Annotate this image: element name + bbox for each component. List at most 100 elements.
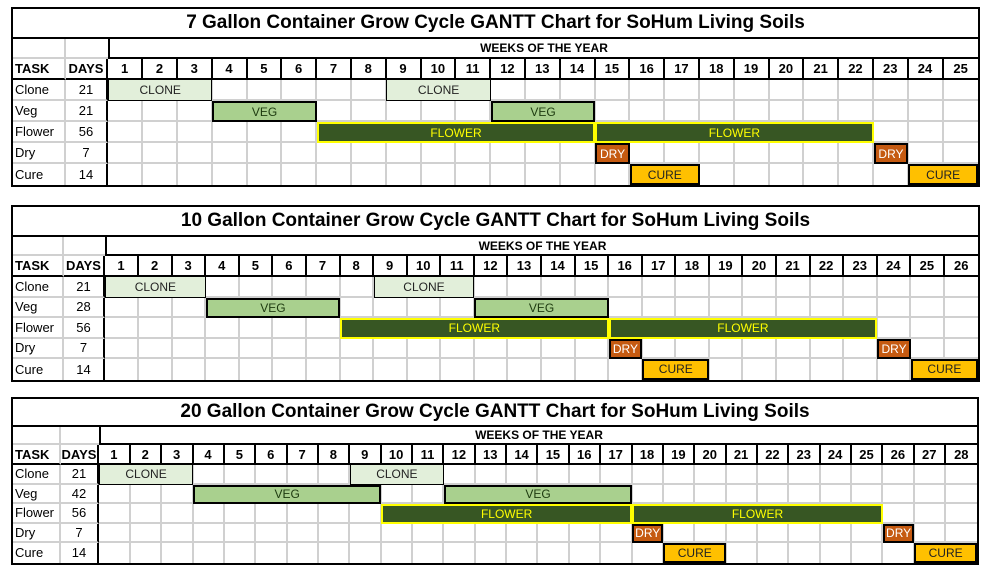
week-cell (910, 338, 945, 359)
week-cell (852, 543, 884, 563)
week-header-4: 4 (193, 445, 225, 465)
weeks-band-row: WEEKS OF THE YEAR (13, 237, 978, 256)
task-name: Clone (13, 465, 61, 485)
days-header: DAYS (61, 445, 99, 465)
week-cell (108, 101, 144, 122)
week-cell (316, 80, 353, 101)
week-cell (525, 80, 561, 101)
chart-title: 10 Gallon Container Grow Cycle GANTT Cha… (13, 207, 978, 237)
task-row-cure: Cure 14 CURE CURE (13, 164, 978, 185)
week-cell (205, 338, 240, 359)
week-cell (407, 297, 442, 318)
week-cell (839, 164, 875, 185)
week-cell (247, 143, 283, 164)
week-header-22: 22 (810, 256, 845, 277)
week-cell (255, 465, 288, 485)
week-cell (945, 485, 978, 504)
week-cell (351, 80, 387, 101)
week-cell (239, 338, 274, 359)
task-days: 21 (61, 465, 99, 485)
veg-bar: VEG (474, 297, 609, 318)
week-cell (142, 122, 179, 143)
week-cell (914, 484, 947, 504)
week-cell (161, 484, 194, 504)
week-cell (694, 484, 727, 504)
week-cell (316, 101, 353, 122)
task-row-dry: Dry 7 DRY DRY (13, 338, 979, 359)
week-cell (373, 338, 408, 359)
week-cell (474, 338, 509, 359)
week-cell (632, 543, 664, 563)
week-cell (843, 277, 878, 298)
week-cell (490, 143, 527, 164)
task-name: Dry (13, 523, 61, 543)
week-header-5: 5 (247, 59, 283, 80)
week-cell (632, 484, 664, 504)
week-cell (538, 523, 570, 543)
week-cell (282, 143, 318, 164)
week-cell (441, 359, 475, 380)
week-cell (272, 338, 307, 359)
cure-bar: CURE (908, 164, 978, 185)
week-cell (105, 318, 140, 339)
dry-bar: DRY (882, 523, 915, 543)
week-header-21: 21 (726, 445, 758, 465)
week-header-10: 10 (421, 59, 457, 80)
week-header-7: 7 (287, 445, 319, 465)
week-cell (595, 80, 631, 101)
task-header: TASK (13, 59, 66, 80)
week-header-10: 10 (407, 256, 442, 277)
week-cell (851, 484, 884, 504)
week-header-6: 6 (272, 256, 307, 277)
week-cell (664, 80, 701, 101)
week-cell (352, 164, 387, 185)
week-cell (663, 523, 696, 543)
task-row-dry: Dry 7 DRY DRY (13, 523, 978, 543)
week-cell (247, 122, 283, 143)
week-cell (413, 543, 445, 563)
flower-bar: FLOWER (340, 318, 609, 339)
task-row-veg: Veg 28 VEG VEG (13, 297, 979, 318)
week-cell (475, 465, 508, 485)
week-header-18: 18 (699, 59, 735, 80)
week-header-11: 11 (412, 445, 445, 465)
week-cell (177, 122, 213, 143)
week-cell (632, 465, 664, 485)
week-cell (456, 101, 492, 122)
chart-title: 20 Gallon Container Grow Cycle GANTT Cha… (13, 399, 977, 427)
week-cell (789, 543, 821, 563)
week-cell (569, 523, 602, 543)
week-cell (444, 543, 476, 563)
week-header-6: 6 (282, 59, 318, 80)
week-cell (99, 523, 131, 543)
week-cell (709, 277, 744, 298)
week-cell (694, 465, 727, 485)
header-row: TASK DAYS 1 2 3 4 5 6 7 8 9 10 11 12 13 14 15 16 17 18 19 20 2… (13, 256, 978, 277)
week-cell (838, 143, 875, 164)
week-header-19: 19 (734, 59, 770, 80)
task-days: 56 (61, 504, 99, 524)
week-header-1: 1 (105, 256, 140, 277)
week-header-1: 1 (108, 59, 144, 80)
header-row: TASK DAYS 1 2 3 4 5 6 7 8 9 10 11 12 13 14 15 16 17 18 19 20 2… (13, 445, 977, 465)
week-cell (542, 359, 576, 380)
week-header-3: 3 (172, 256, 207, 277)
flower-bar: FLOWER (608, 318, 878, 339)
week-cell (525, 143, 561, 164)
week-cell (844, 359, 878, 380)
week-cell (742, 297, 778, 318)
week-header-22: 22 (838, 59, 875, 80)
cure-bar: CURE (914, 543, 977, 563)
week-cell (526, 164, 561, 185)
week-cell (664, 143, 701, 164)
week-header-15: 15 (575, 256, 610, 277)
week-cell (541, 277, 576, 298)
week-cell (99, 504, 131, 524)
week-cell (943, 80, 979, 101)
week-cell (664, 101, 701, 122)
week-cell (272, 277, 307, 298)
week-cell (130, 543, 163, 563)
week-cell (757, 484, 790, 504)
week-cell (883, 543, 915, 563)
week-cell (350, 543, 382, 563)
